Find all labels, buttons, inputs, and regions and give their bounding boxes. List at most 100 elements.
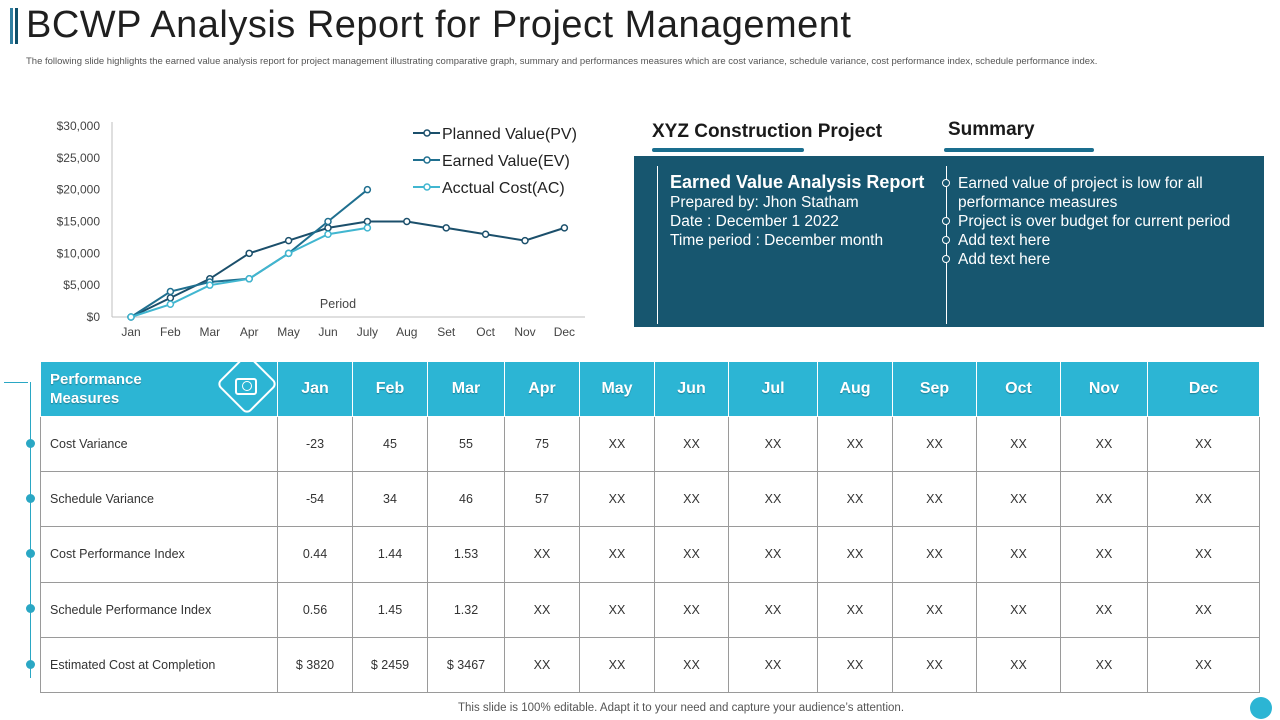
x-tick-label: Mar bbox=[199, 325, 220, 339]
y-tick-label: $30,000 bbox=[57, 119, 101, 133]
table-cell: XX bbox=[976, 581, 1061, 638]
data-point bbox=[245, 249, 253, 258]
table-cell: XX bbox=[579, 415, 655, 473]
table-cell: XX bbox=[892, 415, 977, 473]
timeline-track bbox=[30, 382, 31, 678]
month-header: Jan bbox=[277, 361, 353, 417]
table-cell: 1.53 bbox=[427, 526, 505, 583]
clock-icon bbox=[235, 378, 257, 395]
legend-label: Planned Value(PV) bbox=[442, 126, 577, 143]
data-point bbox=[363, 185, 372, 194]
table-cell: XX bbox=[1060, 581, 1148, 638]
table-cell: XX bbox=[654, 471, 729, 528]
x-tick-label: Aug bbox=[396, 325, 417, 339]
data-point bbox=[363, 217, 372, 226]
table-cell: XX bbox=[728, 526, 818, 583]
table-cell: XX bbox=[1060, 415, 1148, 473]
table-cell: XX bbox=[1060, 471, 1148, 528]
data-point bbox=[481, 230, 490, 238]
table-cell: XX bbox=[504, 636, 580, 694]
timeline-dot-icon bbox=[26, 549, 35, 558]
x-tick-label: Jan bbox=[121, 325, 140, 339]
x-tick-label: Nov bbox=[514, 325, 535, 339]
table-cell: -23 bbox=[277, 415, 353, 473]
table-cell: XX bbox=[579, 636, 655, 694]
table-cell: XX bbox=[654, 415, 729, 473]
summary-item: Earned value of project is low for all bbox=[942, 174, 1230, 193]
table-cell: 0.56 bbox=[277, 581, 353, 638]
table-cell: XX bbox=[579, 526, 655, 583]
project-heading-underline bbox=[652, 148, 804, 152]
summary-item: Project is over budget for current perio… bbox=[942, 212, 1230, 231]
table-cell: XX bbox=[1147, 581, 1260, 638]
table-cell: XX bbox=[1147, 471, 1260, 528]
month-header: Jul bbox=[728, 361, 818, 417]
timeline-track-top bbox=[4, 382, 28, 383]
data-point bbox=[284, 236, 293, 245]
report-title: Earned Value Analysis Report bbox=[670, 172, 925, 192]
bullet-icon bbox=[942, 255, 950, 263]
table-cell: $ 3467 bbox=[427, 636, 505, 694]
table-cell: XX bbox=[976, 636, 1061, 694]
data-point bbox=[324, 217, 332, 226]
table-cell: XX bbox=[817, 471, 893, 528]
table-cell: XX bbox=[728, 415, 818, 473]
summary-heading: Summary bbox=[948, 119, 1035, 140]
data-point bbox=[127, 313, 135, 321]
report-prepared-by: Prepared by: Jhon Statham bbox=[670, 194, 859, 211]
timeline-dot-icon bbox=[26, 439, 35, 448]
table-cell: XX bbox=[504, 581, 580, 638]
month-header: Nov bbox=[1060, 361, 1148, 417]
row-label: Cost Variance bbox=[40, 415, 278, 473]
timeline-dot-icon bbox=[26, 660, 35, 669]
table-cell: XX bbox=[892, 636, 977, 694]
performance-measures-table: Performance Measures Jan Feb Mar Apr May… bbox=[40, 352, 1260, 694]
table-row: Cost Performance Index 0.44 1.44 1.53 XX XX XX… bbox=[40, 526, 1260, 583]
x-tick-label: Apr bbox=[240, 325, 259, 339]
table-cell: XX bbox=[728, 581, 818, 638]
table-cell: 45 bbox=[352, 415, 428, 473]
table-cell: XX bbox=[817, 526, 893, 583]
table-cell: 1.45 bbox=[352, 581, 428, 638]
report-date: Date : December 1 2022 bbox=[670, 213, 839, 230]
summary-list: Earned value of project is low for all p… bbox=[942, 174, 1230, 269]
earned-value-line-chart: $0 $5,000 $10,000 $15,000 $20,000 $25,000 $30,… bbox=[57, 119, 585, 339]
month-header: May bbox=[579, 361, 655, 417]
legend-marker bbox=[423, 156, 431, 164]
y-tick-label: $5,000 bbox=[63, 278, 100, 292]
report-details: Earned Value Analysis Report Prepared by… bbox=[670, 172, 924, 250]
summary-item: Add text here bbox=[942, 231, 1230, 250]
legend-label: Acctual Cost(AC) bbox=[442, 180, 565, 197]
footer-note: This slide is 100% editable. Adapt it to… bbox=[457, 702, 905, 714]
month-header: Sep bbox=[892, 361, 977, 417]
legend-marker bbox=[423, 129, 431, 137]
table-cell: XX bbox=[1147, 636, 1260, 694]
data-point bbox=[324, 230, 332, 238]
table-cell: XX bbox=[654, 581, 729, 638]
table-cell: XX bbox=[892, 526, 977, 583]
row-label: Estimated Cost at Completion bbox=[40, 636, 278, 694]
table-cell: XX bbox=[976, 526, 1061, 583]
x-tick-label: Feb bbox=[160, 325, 181, 339]
table-cell: XX bbox=[504, 526, 580, 583]
month-header: Aug bbox=[817, 361, 893, 417]
month-header: Mar bbox=[427, 361, 505, 417]
table-row: Cost Variance -23 45 55 75 XX XX XX XX XX XX XX XX bbox=[40, 415, 1260, 473]
table-cell: 57 bbox=[504, 471, 580, 528]
x-axis-label: Period bbox=[320, 297, 356, 311]
table-row: Estimated Cost at Completion $ 3820 $ 2459… bbox=[40, 636, 1260, 694]
x-tick-label: Oct bbox=[476, 325, 495, 339]
table-cell: 34 bbox=[352, 471, 428, 528]
data-point bbox=[442, 224, 450, 232]
y-tick-label: $10,000 bbox=[57, 246, 101, 260]
x-tick-label: Jun bbox=[318, 325, 337, 339]
table-cell: $ 3820 bbox=[277, 636, 353, 694]
bullet-icon bbox=[942, 236, 950, 244]
corner-decoration bbox=[1250, 697, 1272, 719]
table-cell: XX bbox=[892, 581, 977, 638]
month-header: Feb bbox=[352, 361, 428, 417]
table-cell: XX bbox=[579, 471, 655, 528]
table-row: Schedule Performance Index 0.56 1.45 1.32 XX… bbox=[40, 581, 1260, 638]
page-subtitle: The following slide highlights the earne… bbox=[26, 56, 1098, 67]
table-cell: 1.44 bbox=[352, 526, 428, 583]
